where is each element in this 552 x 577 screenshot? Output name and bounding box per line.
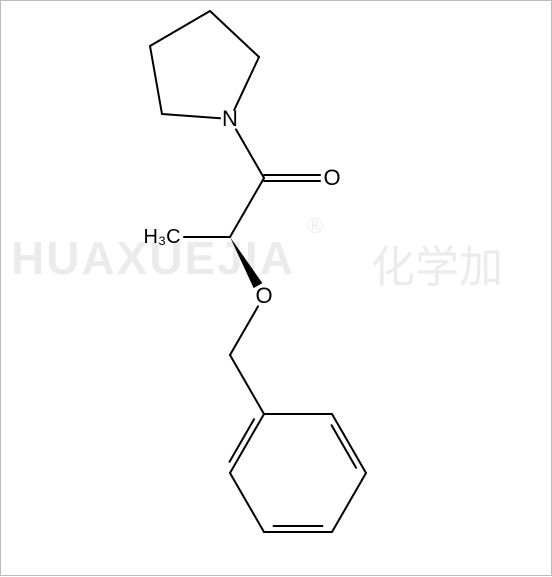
molecule-diagram — [1, 1, 552, 577]
figure-canvas: N O O H₃C HUAXUEJIA ® 化学加 — [0, 0, 552, 576]
